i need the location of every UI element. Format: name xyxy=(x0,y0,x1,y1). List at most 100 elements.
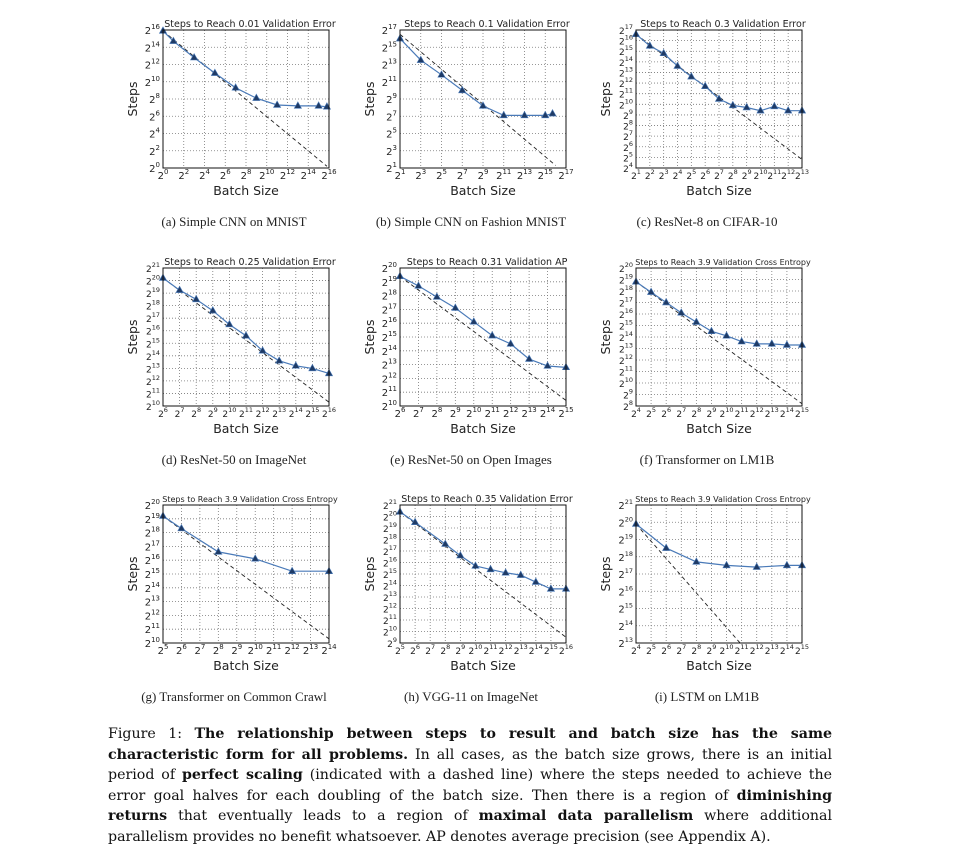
y-tick-label: 219 xyxy=(383,521,397,535)
x-axis-label: Batch Size xyxy=(450,183,516,198)
chart-title: Steps to Reach 3.9 Validation Cross Entr… xyxy=(635,258,811,267)
data-point-marker xyxy=(190,52,199,61)
data-point-marker xyxy=(784,106,793,114)
chart-title: Steps to Reach 0.25 Validation Error xyxy=(164,257,336,268)
data-point-marker xyxy=(645,41,654,49)
data-point-marker xyxy=(469,317,478,325)
data-point-marker xyxy=(506,339,515,347)
y-tick-label: 212 xyxy=(382,371,397,385)
data-point-marker xyxy=(516,570,525,578)
data-point-marker xyxy=(291,361,300,369)
y-axis-label: Steps xyxy=(362,557,377,592)
data-point-marker xyxy=(258,346,267,354)
y-tick-label: 27 xyxy=(623,129,633,143)
y-tick-label: 212 xyxy=(146,374,160,388)
x-tick-label: 210 xyxy=(468,643,482,657)
x-tick-label: 26 xyxy=(661,406,671,420)
x-tick-label: 213 xyxy=(272,406,286,420)
y-tick-label: 217 xyxy=(619,296,633,310)
data-point-marker xyxy=(478,101,488,109)
x-tick-label: 25 xyxy=(646,643,656,657)
y-tick-label: 214 xyxy=(618,619,633,633)
y-tick-label: 216 xyxy=(382,316,398,330)
y-tick-label: 211 xyxy=(383,613,397,627)
y-tick-label: 220 xyxy=(146,274,160,288)
data-point-marker xyxy=(722,331,731,339)
x-tick-label: 211 xyxy=(496,168,511,182)
data-point-marker xyxy=(251,554,260,562)
y-tick-label: 217 xyxy=(145,539,160,553)
plot-frame xyxy=(399,29,567,169)
x-tick-label: 25 xyxy=(395,643,405,657)
perfect-scaling-line xyxy=(162,30,328,167)
x-tick-label: 26 xyxy=(158,406,168,420)
chart-panel: 26 27 28 29 210 211 212 213 214 215 21621021121221… xyxy=(125,257,336,467)
x-tick-label: 27 xyxy=(457,168,468,182)
x-tick-label: 21 xyxy=(395,168,406,182)
y-tick-label: 211 xyxy=(145,622,160,636)
x-tick-label: 211 xyxy=(484,643,498,657)
y-tick-label: 210 xyxy=(146,399,160,413)
x-tick-label: 24 xyxy=(199,168,210,182)
perfect-scaling-line xyxy=(399,275,567,401)
y-tick-label: 216 xyxy=(145,553,161,567)
x-tick-label: 213 xyxy=(514,643,528,657)
x-tick-label: 28 xyxy=(691,643,701,657)
x-tick-label: 28 xyxy=(431,406,442,420)
data-point-marker xyxy=(782,340,792,348)
y-tick-label: 218 xyxy=(383,533,397,547)
x-tick-label: 210 xyxy=(259,168,274,182)
data-point-marker xyxy=(662,297,671,306)
data-point-marker xyxy=(410,517,420,525)
caption-text: where additional parallelism provides no… xyxy=(108,808,833,845)
x-tick-label: 20 xyxy=(158,168,169,182)
y-axis-label: Steps xyxy=(362,82,377,117)
y-axis-label: Steps xyxy=(598,320,613,355)
y-tick-label: 218 xyxy=(382,289,397,303)
chart-panel: 25 26 27 28 29 210 211 212 213 214 215 216292102112… xyxy=(362,494,573,704)
chart-title: Steps to Reach 0.01 Validation Error xyxy=(164,19,336,30)
x-tick-label: 27 xyxy=(175,406,185,420)
y-tick-label: 214 xyxy=(383,579,397,593)
x-tick-label: 212 xyxy=(781,168,795,182)
data-point-marker xyxy=(314,101,323,109)
figure-caption: Figure 1: The relationship between steps… xyxy=(108,724,832,848)
data-point-marker xyxy=(541,110,550,119)
y-tick-label: 211 xyxy=(619,365,633,379)
y-tick-label: 217 xyxy=(383,544,397,558)
x-tick-label: 210 xyxy=(720,643,734,657)
chart-panel: 24 25 26 27 28 29 210 211 212 213 214 2152132142152… xyxy=(598,495,811,704)
x-tick-label: 210 xyxy=(248,643,263,657)
plot-frame xyxy=(399,267,567,407)
x-axis-label: Batch Size xyxy=(686,658,752,673)
x-tick-label: 214 xyxy=(301,168,317,182)
y-tick-label: 219 xyxy=(145,512,160,526)
data-point-marker xyxy=(646,287,656,295)
chart-title: Steps to Reach 0.31 Validation AP xyxy=(407,257,568,268)
data-point-marker xyxy=(767,339,776,347)
x-tick-label: 23 xyxy=(415,168,426,182)
data-point-marker xyxy=(488,331,497,339)
y-tick-label: 216 xyxy=(619,34,633,48)
subfigure-caption: (b) Simple CNN on Fashion MNIST xyxy=(376,214,566,229)
y-tick-label: 210 xyxy=(383,625,397,639)
x-tick-label: 26 xyxy=(661,643,671,657)
subfigure-caption: (f) Transformer on LM1B xyxy=(640,452,775,467)
chart-panel: 21 22 23 24 25 26 27 28 29 210 211 212 2132425262728… xyxy=(598,19,809,229)
y-tick-label: 221 xyxy=(383,498,397,512)
x-axis-label: Batch Size xyxy=(450,421,516,436)
y-tick-label: 215 xyxy=(382,330,397,344)
chart-panel: 24 25 26 27 28 29 210 211 212 213 214 2152829210211… xyxy=(598,258,811,467)
data-point-marker xyxy=(770,101,779,110)
x-tick-label: 211 xyxy=(767,168,781,182)
x-tick-label: 216 xyxy=(559,643,573,657)
y-tick-label: 28 xyxy=(623,119,633,133)
x-tick-label: 211 xyxy=(735,643,749,657)
x-tick-label: 21 xyxy=(631,168,641,182)
x-tick-label: 210 xyxy=(466,406,481,420)
y-tick-label: 212 xyxy=(145,608,160,622)
plot-frame xyxy=(162,29,330,169)
data-point-marker xyxy=(458,85,467,94)
x-tick-label: 214 xyxy=(321,643,337,657)
subfigure-caption: (d) ResNet-50 on ImageNet xyxy=(162,452,307,467)
